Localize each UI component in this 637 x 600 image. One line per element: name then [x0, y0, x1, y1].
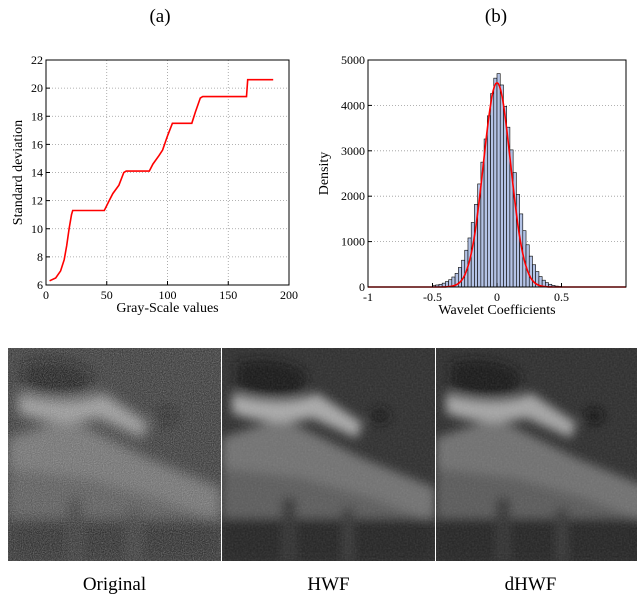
x-tick-label: 100	[159, 288, 177, 302]
hwf-image	[222, 348, 435, 561]
wavelet-histogram-chart: -1 -0.5 0 0.5 0 1000 2000 3000 4000 5000 Wavelet C…	[317, 53, 627, 318]
y-tick-label: 8	[37, 250, 43, 264]
y-tick-label: 20	[31, 81, 43, 95]
std-dev-line	[49, 78, 274, 282]
original-image	[8, 348, 221, 561]
histogram-bar	[496, 73, 501, 288]
charts-svg: 0 50 100 150 200 6 8 10 12 14 16 18 20 22 Gray-Scale v…	[11, 53, 627, 318]
y-tick-label: 10	[31, 222, 43, 236]
y-tick-label: 5000	[341, 53, 365, 67]
y-axis-label: Standard deviation	[11, 120, 26, 225]
panel-b-label: (b)	[484, 6, 508, 27]
histogram-bar	[490, 93, 495, 288]
y-tick-label: 18	[31, 109, 43, 123]
x-tick-label: -0.5	[423, 290, 442, 304]
y-tick-label: 1000	[341, 235, 365, 249]
y-axis-label: Density	[317, 152, 332, 196]
y-tick-label: 2000	[341, 189, 365, 203]
x-tick-label: 0.5	[554, 290, 569, 304]
histogram-bar	[503, 106, 507, 288]
y-tick-label: 6	[37, 278, 43, 292]
x-tick-label: 0	[43, 288, 49, 302]
x-tick-label: -1	[363, 290, 373, 304]
histogram-bar	[483, 138, 488, 288]
histogram-bar	[499, 84, 504, 288]
x-tick-label: 50	[101, 288, 113, 302]
x-axis-label: Gray-Scale values	[116, 301, 218, 316]
std-dev-line-chart: 0 50 100 150 200 6 8 10 12 14 16 18 20 22 Gray-Scale v…	[11, 53, 298, 316]
caption-hwf: HWF	[307, 574, 350, 595]
x-tick-label: 200	[280, 288, 298, 302]
panel-a-label: (a)	[149, 6, 171, 27]
y-tick-label: 3000	[341, 144, 365, 158]
caption-dhwf: dHWF	[504, 574, 557, 595]
histogram-bar	[516, 194, 520, 288]
x-axis-label: Wavelet Coefficients	[438, 303, 555, 318]
y-tick-label: 22	[31, 53, 43, 67]
x-tick-label: 0	[494, 290, 500, 304]
y-tick-label: 4000	[341, 98, 365, 112]
y-tick-label: 12	[31, 194, 43, 208]
dhwf-image	[436, 348, 637, 561]
histogram-bar	[528, 255, 533, 288]
y-tick-label: 14	[31, 166, 43, 180]
y-tick-label: 16	[31, 137, 43, 151]
x-tick-label: 150	[219, 288, 237, 302]
y-tick-label: 0	[359, 280, 365, 294]
histogram-bar	[493, 77, 498, 288]
histogram-bar	[487, 115, 491, 288]
histogram-bar	[461, 259, 466, 288]
caption-original: Original	[82, 574, 147, 595]
